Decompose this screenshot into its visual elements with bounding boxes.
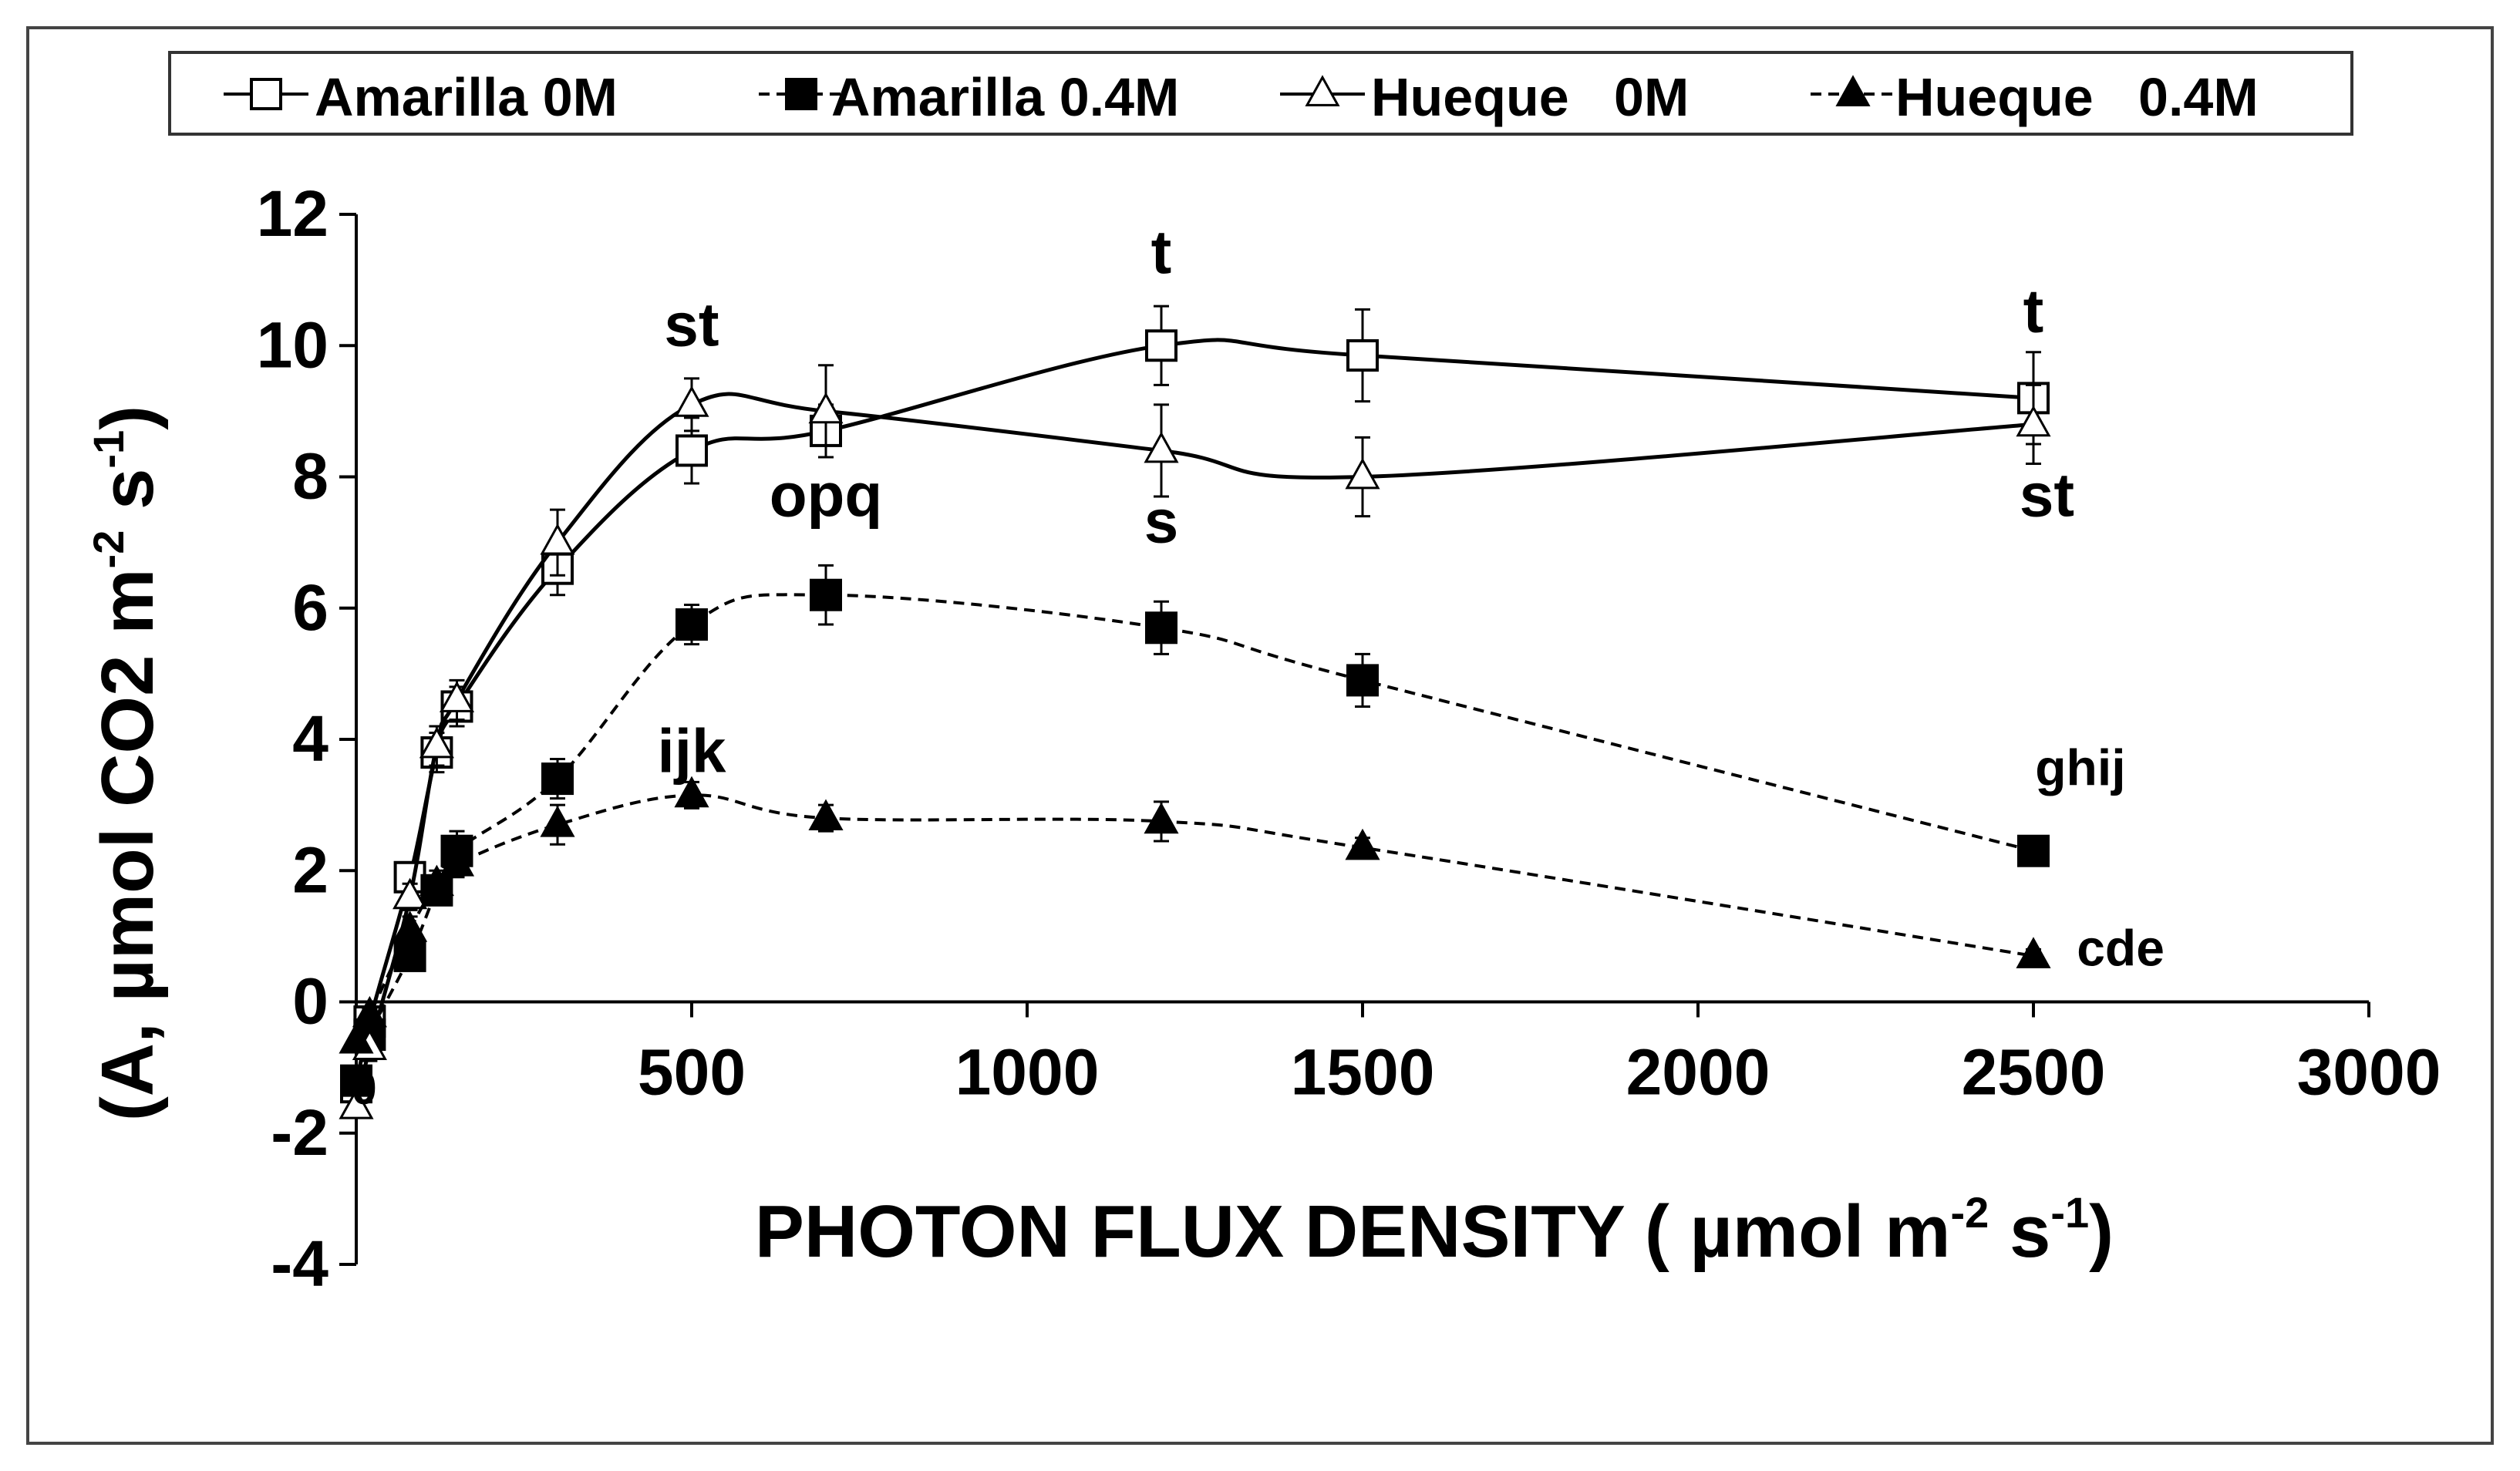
legend: Amarilla 0M Amarilla 0.4M Hueque 0M Hueque … [168, 51, 2353, 136]
significance-label: cde [2077, 920, 2165, 977]
data-point [540, 523, 575, 555]
significance-label: st [664, 290, 719, 358]
legend-item-3: Hueque 0M [1280, 67, 1689, 127]
data-point [2017, 834, 2050, 867]
significance-label: ghij [2035, 739, 2125, 796]
x-tick-label: 2000 [1626, 1036, 1770, 1109]
data-point [352, 995, 387, 1028]
data-point [2016, 405, 2051, 437]
data-point [339, 1088, 374, 1119]
legend-item-2: Amarilla 0.4M [759, 67, 1179, 127]
legend-marker [250, 78, 282, 110]
x-axis-title-mid: s [1989, 1190, 2050, 1273]
y-axis-title-main: (A, µmol CO2 m [86, 568, 169, 1121]
significance-label: st [2020, 461, 2074, 530]
series-line [355, 793, 2034, 1042]
x-tick-label: 500 [638, 1036, 746, 1109]
legend-box [168, 51, 2353, 136]
data-point [1144, 802, 1179, 834]
y-tick-label: 8 [292, 440, 328, 513]
legend-label: Hueque 0M [1371, 67, 1689, 127]
series-layer [339, 305, 2051, 1119]
data-point [540, 805, 575, 837]
data-point [2016, 937, 2051, 968]
y-tick-label: 12 [257, 177, 328, 250]
axes: -4 -2 0 2 4 6 8 10 12 500 1000 1500 2000 2500 3000 [257, 177, 2441, 1300]
data-point [675, 434, 708, 467]
data-point [392, 911, 428, 942]
significance-label: opq [770, 461, 883, 530]
data-point [1346, 664, 1379, 697]
legend-marker [1835, 75, 1871, 106]
legend-label: Hueque 0.4M [1895, 67, 2259, 127]
significance-label: t [1151, 218, 1172, 287]
data-point [1145, 611, 1177, 645]
y-tick-label: 6 [292, 571, 328, 644]
x-axis-title-end: ) [2089, 1190, 2114, 1273]
data-point [674, 385, 709, 417]
y-tick-label: 2 [292, 833, 328, 906]
data-point [1345, 457, 1380, 490]
y-tick-label: -4 [271, 1227, 328, 1300]
legend-marker [1305, 75, 1340, 106]
data-point [1145, 329, 1177, 362]
x-tick-label: 3000 [2297, 1036, 2441, 1109]
y-axis-title-mid: s [86, 469, 169, 530]
data-point [674, 776, 709, 808]
legend-item-1: Amarilla 0M [224, 67, 618, 127]
legend-item-4: Hueque 0.4M [1811, 67, 2259, 127]
data-point [810, 578, 842, 611]
significance-label: t [2023, 277, 2044, 345]
x-axis-title: PHOTON FLUX DENSITY ( µmol m-2 s-1) [755, 1188, 2114, 1273]
legend-marker [785, 78, 817, 110]
data-point [541, 762, 574, 796]
data-point [1346, 339, 1379, 372]
origin-label: 0 [351, 1062, 376, 1114]
x-axis-title-main: PHOTON FLUX DENSITY ( µmol m [755, 1190, 1951, 1273]
data-point [419, 726, 454, 759]
significance-label: s [1144, 487, 1179, 556]
y-axis-title: (A, µmol CO2 m-2 s-1) [84, 406, 169, 1121]
data-point [439, 681, 475, 712]
y-axis-title-sup2: -1 [84, 430, 133, 469]
x-tick-label: 1500 [1291, 1036, 1435, 1109]
legend-label: Amarilla 0.4M [831, 67, 1179, 127]
series-line [355, 593, 2034, 1082]
series-3 [339, 364, 2051, 1119]
data-point [808, 799, 844, 831]
significance-label: ijk [658, 717, 726, 786]
y-tick-label: 0 [292, 965, 328, 1038]
legend-label: Amarilla 0M [315, 67, 618, 127]
data-point [439, 845, 475, 877]
data-point [1345, 828, 1380, 860]
y-tick-label: -2 [271, 1096, 328, 1169]
data-point [808, 392, 844, 424]
x-axis-title-sup1: -2 [1950, 1188, 1989, 1237]
x-tick-label: 1000 [955, 1036, 1100, 1109]
data-point [339, 1022, 374, 1054]
data-point [392, 877, 428, 910]
x-axis-title-sup2: -1 [2050, 1188, 2089, 1237]
series-4 [339, 776, 2051, 1054]
data-point [1144, 431, 1179, 463]
y-axis-title-end: ) [86, 406, 169, 430]
y-axis-title-sup1: -2 [84, 530, 133, 569]
data-point [419, 864, 454, 897]
data-point [675, 608, 708, 641]
y-tick-label: 4 [292, 702, 328, 775]
x-tick-label: 2500 [1962, 1036, 2106, 1109]
y-tick-label: 10 [257, 308, 328, 381]
